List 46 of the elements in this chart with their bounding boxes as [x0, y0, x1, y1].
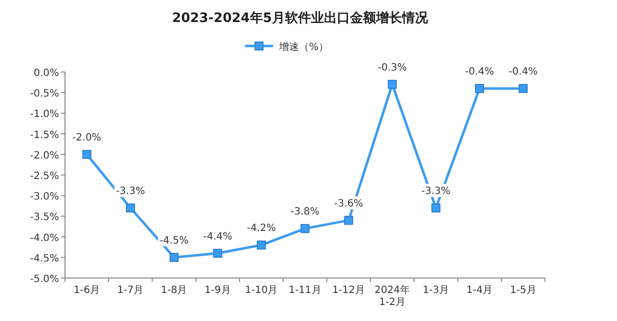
x-tick-label: 1-7月 — [117, 285, 144, 296]
y-tick-label: 0.0% — [34, 68, 59, 79]
point — [256, 240, 266, 250]
x-tick-label: 2024年 1-2月 — [374, 284, 410, 308]
legend-label: 增速（%） — [278, 41, 329, 53]
data-label: -2.0% — [72, 132, 102, 144]
point — [213, 248, 222, 258]
point — [126, 203, 135, 212]
x-tick-label: 1-10月 — [245, 285, 278, 296]
data-label: -3.3% — [421, 186, 450, 197]
point — [300, 224, 310, 234]
y-tick-label: -1.0% — [30, 109, 59, 120]
data-label: -4.4% — [203, 231, 232, 242]
y-tick-label: -3.0% — [30, 192, 59, 203]
x-tick-label: 1-3月 — [422, 285, 450, 296]
x-tick-label: 1-12月 — [332, 285, 365, 296]
data-label: -4.5% — [160, 235, 189, 246]
y-tick-label: -4.0% — [30, 232, 59, 244]
x-tick-label: 1-8月 — [160, 285, 188, 296]
x-tick-label: 1-6月 — [74, 285, 100, 296]
y-tick-label: -1.5% — [30, 130, 59, 141]
data-label: -0.4% — [508, 66, 538, 78]
point — [344, 216, 354, 225]
data-label: -3.3% — [116, 186, 145, 197]
point — [388, 80, 397, 89]
data-label: -0.3% — [378, 62, 407, 74]
y-tick-label: -2.5% — [30, 171, 59, 182]
y-tick-label: -3.5% — [30, 212, 59, 224]
data-label: -3.8% — [290, 206, 320, 218]
x-tick-label: 1-4月 — [466, 285, 493, 296]
y-tick-label: -5.0% — [30, 274, 59, 285]
y-tick-label: -0.5% — [30, 88, 59, 100]
y-tick-label: -4.5% — [30, 253, 59, 264]
point — [431, 203, 440, 212]
point — [170, 252, 179, 262]
data-label: -0.4% — [465, 66, 494, 78]
x-tick-label: 1-9月 — [204, 285, 231, 296]
chart-title: 2023-2024年5月软件业出口金额增长情况 — [172, 10, 429, 26]
point — [82, 150, 92, 159]
data-label: -3.6% — [334, 198, 364, 210]
point — [518, 84, 528, 93]
y-tick-label: -2.0% — [30, 150, 59, 162]
data-label: -4.2% — [246, 223, 276, 234]
x-tick-label: 1-5月 — [510, 285, 536, 296]
point — [475, 84, 484, 93]
x-tick-label: 1-11月 — [288, 285, 322, 296]
